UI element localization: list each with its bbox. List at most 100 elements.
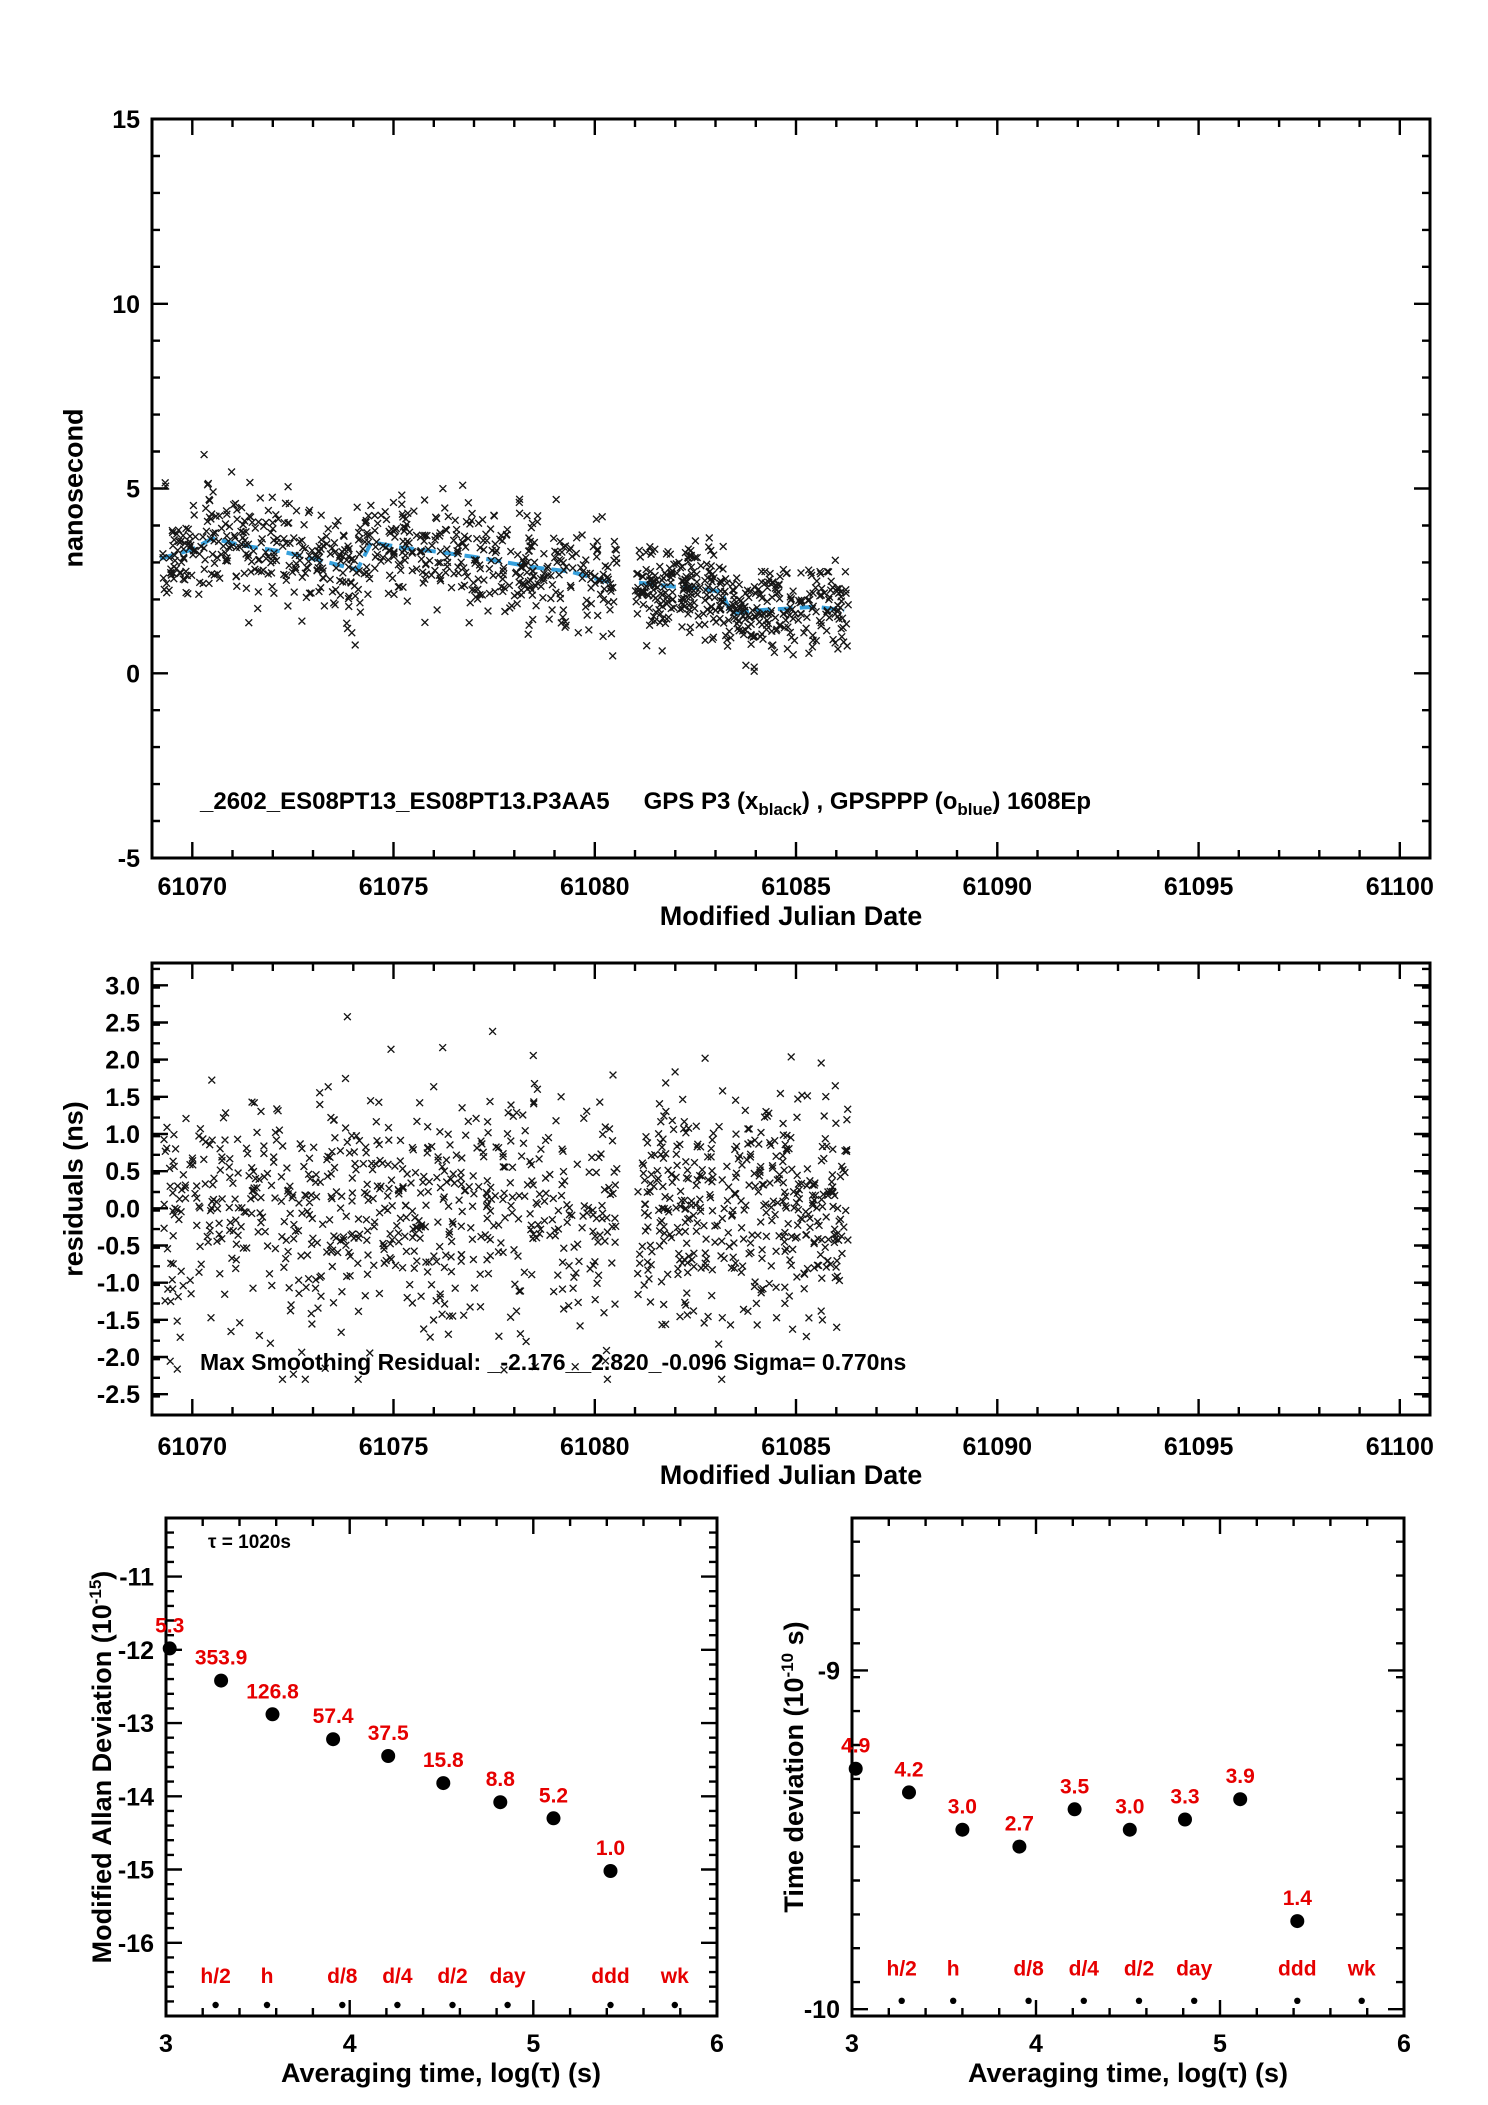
tdev-point-value-label: 3.5 [1060, 1775, 1090, 1798]
residuals-ticks [152, 963, 1430, 1415]
tdev-x-tick-label: 6 [1397, 2030, 1411, 2058]
mdev-y-tick-label: -15 [118, 1857, 154, 1885]
mdev-point-value-label: 15.8 [423, 1749, 464, 1772]
phase-x-tick-label: 61075 [359, 873, 429, 901]
tdev-ticks [852, 1518, 1404, 2016]
tdev-point-value-label: 3.3 [1170, 1786, 1199, 1809]
mdev-tau-label: d/8 [327, 1965, 358, 1988]
tdev-tau-label: d/8 [1013, 1957, 1044, 1980]
mdev-tau-label: day [490, 1965, 527, 1988]
tdev-x-tick-label: 4 [1029, 2030, 1043, 2058]
mdev-tau-dot [449, 2001, 456, 2009]
phase-frame [150, 117, 1432, 860]
dataset-id: _2602_ES08PT13_ES08PT13.P3AA5 [200, 788, 610, 815]
mdev-x-tick-label: 6 [710, 2030, 724, 2058]
mdev-point-value-label: 353.9 [195, 1647, 248, 1670]
phase-y-tick-label: 5 [126, 476, 140, 504]
tdev-tau-dot [1294, 1997, 1301, 2005]
tdev-point-value-label: 3.9 [1226, 1765, 1255, 1788]
tdev-data-point [1012, 1839, 1027, 1854]
phase-y-tick-label: 0 [126, 660, 140, 688]
tdev-point-value-label: 2.7 [1005, 1813, 1034, 1836]
tdev-tau-label: h/2 [887, 1957, 917, 1980]
mdev-tau-dot [263, 2001, 271, 2009]
mdev-tau-dot [671, 2001, 678, 2009]
legend-part: GPS P3 (x [643, 788, 759, 815]
mdev-y-tick-label: -12 [118, 1637, 154, 1665]
tdev-y-tick-label: -10 [804, 1996, 840, 2024]
mdev-point-value-label: 37.5 [368, 1722, 409, 1745]
mdev-data-point [265, 1707, 280, 1722]
mdev-x-axis-label: Averaging time, log(τ) (s) [280, 2058, 602, 2088]
mdev-tau-label: d/2 [437, 1965, 467, 1988]
tdev-data-point [955, 1822, 970, 1837]
legend-part: ) , GPSPPP (o [801, 788, 958, 815]
phase-y-tick-label: 10 [112, 291, 140, 319]
mdev-data-point [381, 1749, 396, 1763]
tdev-tau-label: ddd [1278, 1957, 1316, 1980]
mdev-tau-label: d/4 [382, 1965, 413, 1988]
mdev-tau-dot [504, 2001, 511, 2009]
mdev-y-tick-label: -13 [118, 1710, 154, 1738]
mdev-tau-dot [394, 2001, 401, 2009]
residuals-y-tick-label: -1.0 [97, 1270, 140, 1298]
tdev-data-point [902, 1785, 916, 1800]
phase-panel: 61070 61075 61080 61085 61090 61095 61100 -5 0 5 1… [112, 106, 1434, 901]
mdev-tau-dot [339, 2001, 346, 2009]
tdev-tau-dot [1191, 1997, 1198, 2005]
tdev-point-value-label: 1.4 [1283, 1887, 1313, 1910]
mdev-ylabel-base: Modified Allan Deviation (10 [87, 1604, 117, 1964]
tau-note: τ = 1020s [208, 1532, 291, 1553]
mdev-data-point [436, 1776, 451, 1791]
tdev-panel: 3 4 5 6 -9 -10 4.9 4.2 3.0 2.7 3.5 3.0 3.3 3.9 1.4 h/2 h… [804, 1516, 1411, 2058]
mdev-frame [164, 1516, 719, 2018]
residuals-y-tick-label: 2.5 [105, 1010, 140, 1038]
residuals-x-tick-label: 61075 [359, 1433, 429, 1461]
tdev-x-tick-label: 5 [1213, 2030, 1227, 2058]
tdev-data-point [1067, 1802, 1082, 1817]
residuals-y-tick-label: 1.0 [105, 1121, 140, 1149]
phase-x-tick-label: 61080 [560, 873, 630, 901]
residuals-x-tick-label: 61090 [963, 1433, 1033, 1461]
tdev-tau-dot [1025, 1997, 1032, 2005]
tdev-data-point [1178, 1812, 1192, 1827]
tdev-point-value-label: 4.2 [894, 1758, 923, 1781]
tdev-x-tick-label: 3 [845, 2030, 859, 2058]
mdev-data-point [493, 1795, 508, 1810]
residuals-y-tick-label: 1.5 [105, 1084, 140, 1112]
residuals-x-axis-label: Modified Julian Date [659, 1460, 923, 1490]
residuals-y-tick-label: 0.5 [105, 1158, 140, 1186]
residuals-y-axis-label: residuals (ns) [58, 1101, 89, 1277]
tdev-tau-dot [1135, 1997, 1143, 2005]
mdev-tau-label: h [261, 1965, 274, 1988]
phase-y-tick-label: -5 [118, 845, 140, 873]
tdev-tau-dot [1080, 1997, 1088, 2005]
phase-x-tick-label: 61085 [761, 873, 831, 901]
mdev-point-value-label: 8.8 [486, 1768, 516, 1791]
mdev-point-value-label: 5.2 [539, 1784, 568, 1807]
mdev-point-value-label: 5.3 [155, 1614, 184, 1637]
tdev-ylabel-exponent: -10 [778, 1652, 797, 1678]
mdev-data-point [326, 1732, 341, 1747]
mdev-point-value-label: 1.0 [596, 1837, 625, 1860]
tdev-point-value-label: 3.0 [1115, 1796, 1144, 1819]
mdev-tau-dot [607, 2001, 614, 2009]
phase-scatter-x-markers [159, 450, 853, 676]
mdev-data-point [214, 1673, 229, 1688]
tdev-tau-dot [950, 1997, 957, 2005]
residuals-y-tick-label: -0.5 [97, 1233, 140, 1261]
tdev-y-axis-label: Time deviation (10-10 s) [778, 1621, 810, 1912]
phase-smoothed-line [638, 580, 845, 617]
phase-y-tick-label: 15 [112, 106, 140, 134]
phase-ticks [152, 119, 1430, 858]
tdev-tau-dot [898, 1997, 905, 2005]
residuals-y-tick-label: 2.0 [105, 1047, 140, 1075]
residuals-frame [150, 961, 1432, 1417]
residuals-y-tick-label: -1.5 [97, 1307, 140, 1335]
tdev-y-tick-label: -9 [818, 1657, 840, 1685]
mdev-x-tick-label: 3 [159, 2030, 173, 2058]
residuals-y-tick-label: 0.0 [105, 1195, 140, 1223]
mdev-y-tick-label: -11 [119, 1564, 154, 1592]
mdev-data-point [603, 1864, 618, 1878]
tdev-point-value-label: 4.9 [841, 1735, 870, 1758]
